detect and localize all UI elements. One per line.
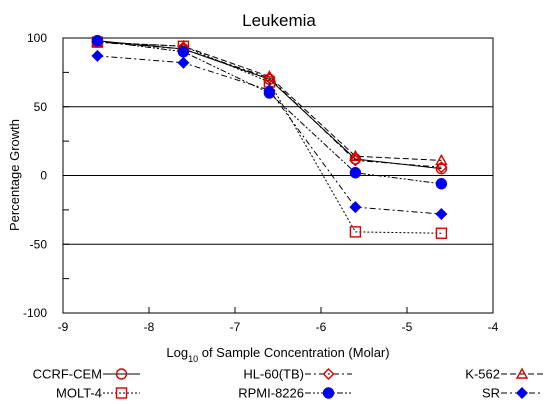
x-axis-label: Log10 of Sample Concentration (Molar) — [166, 345, 389, 364]
data-point — [263, 70, 276, 82]
y-axis-ticks: 100 50 0 -50 -100 — [23, 31, 47, 320]
y-tick-label: -100 — [23, 306, 47, 320]
series-hl-60-tb- — [91, 36, 448, 174]
legend-item: MOLT-4 — [56, 386, 140, 401]
legend-label: MOLT-4 — [56, 386, 102, 401]
legend-marker — [115, 368, 128, 380]
data-point — [177, 46, 190, 58]
chart-title: Leukemia — [242, 11, 316, 30]
data-point — [435, 162, 448, 175]
data-point — [263, 84, 276, 97]
y-axis-label: Percentage Growth — [7, 119, 22, 231]
legend-item: RPMI-8226 — [238, 386, 352, 401]
x-axis-ticks: -9 -8 -7 -6 -5 -4 — [58, 307, 499, 334]
y-tick-label: -50 — [30, 237, 48, 251]
legend-label: HL-60(TB) — [243, 367, 304, 382]
data-point — [349, 154, 362, 167]
series-molt-4 — [91, 36, 448, 239]
series-line — [97, 41, 442, 168]
series-sr — [91, 49, 448, 220]
legend-marker — [115, 387, 128, 399]
legend-item: CCRF-CEM — [33, 367, 140, 382]
x-tick-label: -5 — [402, 320, 413, 334]
series-k-562 — [91, 35, 448, 166]
legend-marker — [322, 368, 335, 380]
y-tick-label: 0 — [40, 169, 47, 183]
data-point — [177, 56, 190, 69]
data-point — [435, 178, 448, 190]
legend-marker — [322, 387, 335, 399]
series-line — [97, 41, 442, 234]
data-point — [435, 161, 448, 174]
x-axis-label-suffix: of Sample Concentration (Molar) — [198, 345, 389, 360]
minor-y-ticks — [63, 37, 69, 314]
data-point — [349, 167, 362, 179]
legend-item: HL-60(TB) — [243, 367, 352, 382]
data-point — [349, 149, 362, 161]
data-point — [349, 201, 362, 214]
series-line — [97, 40, 442, 185]
data-point — [91, 49, 104, 62]
data-point — [435, 153, 448, 166]
x-tick-label: -7 — [230, 320, 241, 334]
legend-label: SR — [482, 386, 500, 401]
y-tick-label: 100 — [27, 31, 47, 45]
legend-marker — [516, 387, 528, 399]
x-axis-label-subscript: 10 — [188, 354, 198, 364]
data-point — [435, 208, 448, 220]
series-ccrf-cem — [91, 35, 448, 175]
data-point — [435, 227, 448, 239]
legend-label: RPMI-8226 — [238, 386, 304, 401]
series-rpmi-8226 — [91, 35, 448, 190]
data-point — [349, 226, 362, 238]
legend-item: SR — [482, 386, 543, 401]
grid-lines — [63, 106, 493, 245]
legend-label: K-562 — [465, 367, 500, 382]
legend-marker — [515, 367, 529, 379]
x-axis-label-prefix: Log — [166, 345, 188, 360]
legend-label: CCRF-CEM — [33, 367, 102, 382]
y-tick-label: 50 — [34, 100, 48, 114]
data-point — [91, 35, 104, 47]
x-tick-label: -8 — [144, 320, 155, 334]
series-line — [97, 55, 442, 215]
x-tick-label: -9 — [58, 320, 69, 334]
x-tick-label: -6 — [316, 320, 327, 334]
x-tick-label: -4 — [488, 320, 499, 334]
legend: CCRF-CEM HL-60(TB) K-562 MOLT-4 RPMI-8226 SR — [33, 367, 543, 401]
legend-item: K-562 — [465, 367, 543, 382]
series-layer — [91, 35, 448, 239]
